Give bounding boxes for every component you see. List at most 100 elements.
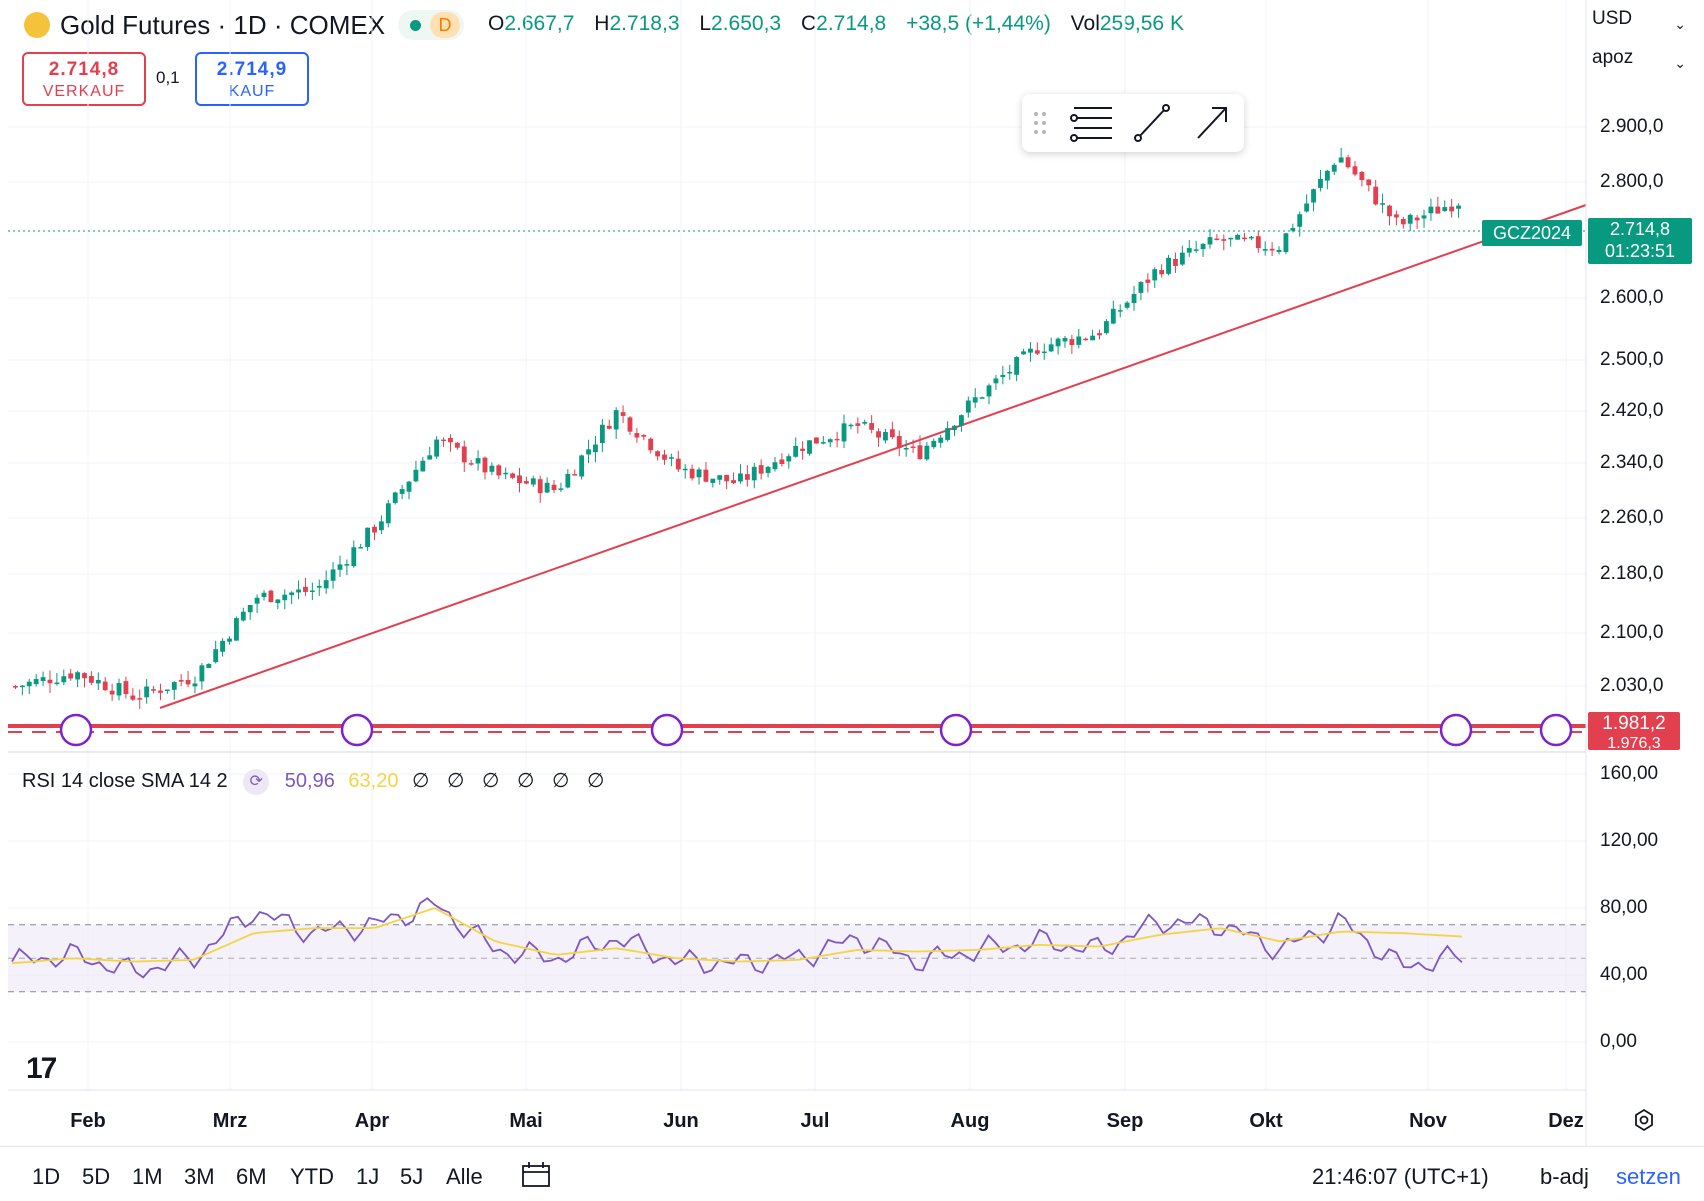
period-button[interactable]: 1M — [132, 1164, 163, 1189]
currency-select[interactable]: USD ⌄ — [1592, 8, 1694, 44]
candle-body — [648, 438, 654, 451]
price-tick: 2.100,0 — [1600, 622, 1664, 643]
candle-body — [1193, 249, 1199, 251]
unit-select[interactable]: apoz ⌄ — [1592, 47, 1694, 83]
clock[interactable]: 21:46:07 (UTC+1) — [1312, 1164, 1489, 1189]
settings-link[interactable]: setzen — [1616, 1164, 1681, 1189]
candle-body — [475, 458, 481, 464]
rsi-tick: 0,00 — [1600, 1031, 1637, 1052]
candle-body — [1297, 214, 1303, 227]
event-marker-1[interactable] — [59, 713, 93, 747]
change-value: +38,5 (+1,44%) — [906, 12, 1051, 35]
candle-body — [634, 433, 640, 438]
period-button[interactable]: 1D — [32, 1164, 61, 1189]
period-button[interactable]: Alle — [446, 1164, 483, 1189]
candlestick-series — [13, 147, 1461, 709]
candle-body — [1290, 228, 1296, 231]
time-tick: Mrz — [212, 1110, 248, 1132]
market-open-dot-icon — [410, 20, 421, 31]
candle-body — [1221, 239, 1227, 241]
candle-body — [938, 437, 944, 443]
period-button[interactable]: 5D — [82, 1164, 111, 1189]
candle-body — [199, 665, 205, 682]
candle-body — [213, 649, 219, 663]
grip-icon[interactable] — [1034, 112, 1046, 134]
sell-button[interactable]: 2.714,8 VERKAUF — [22, 52, 146, 106]
candle-body — [813, 437, 819, 444]
event-marker-4[interactable] — [939, 713, 973, 747]
candle-body — [1242, 237, 1247, 240]
candle-body — [268, 590, 274, 603]
candle-body — [1179, 252, 1185, 265]
alert-price-label[interactable]: 1.981,2 1.976,3 — [1588, 712, 1680, 750]
candle-body — [1062, 337, 1068, 342]
candle-body — [579, 455, 585, 477]
candle-body — [1380, 203, 1386, 205]
candle-body — [986, 385, 992, 397]
candle-body — [358, 547, 364, 549]
candle-body — [461, 446, 467, 463]
event-marker-2[interactable] — [340, 713, 374, 747]
candle-body — [876, 431, 881, 438]
trend-line-icon[interactable] — [1134, 104, 1170, 142]
event-marker-3[interactable] — [650, 713, 684, 747]
candle-body — [1021, 351, 1026, 355]
candle-body — [116, 683, 122, 696]
arrow-icon[interactable] — [1197, 107, 1227, 139]
adjust-toggle[interactable]: b-adj — [1540, 1164, 1589, 1189]
fib-levels-icon[interactable] — [1070, 107, 1112, 142]
candle-body — [855, 423, 861, 426]
candle-body — [1007, 371, 1013, 374]
bottom-toolbar — [0, 1146, 1704, 1201]
candle-body — [558, 488, 564, 490]
period-button[interactable]: YTD — [290, 1164, 334, 1189]
candle-body — [972, 397, 978, 403]
trendline[interactable] — [159, 204, 1587, 709]
candle-body — [724, 474, 730, 482]
candle-body — [1214, 238, 1220, 241]
candle-body — [641, 435, 647, 437]
buy-label: KAUF — [228, 83, 276, 100]
price-tick: 2.900,0 — [1600, 116, 1664, 137]
candle-body — [572, 474, 578, 476]
period-button[interactable]: 5J — [400, 1164, 424, 1189]
buy-button[interactable]: 2.714,9 KAUF — [195, 52, 309, 106]
period-button[interactable]: 1J — [356, 1164, 380, 1189]
candle-body — [1228, 237, 1234, 240]
symbol-title[interactable]: Gold Futures · 1D · COMEX — [60, 10, 386, 40]
refresh-icon[interactable]: ⟳ — [243, 768, 270, 795]
candle-body — [75, 672, 81, 680]
candle-body — [841, 423, 847, 442]
period-button[interactable]: 6M — [236, 1164, 267, 1189]
event-marker-6[interactable] — [1539, 713, 1573, 747]
candle-body — [565, 473, 571, 488]
candle-body — [758, 465, 764, 474]
candle-body — [227, 638, 232, 642]
candle-body — [330, 569, 336, 581]
event-marker-5[interactable] — [1439, 713, 1473, 747]
candle-body — [1428, 206, 1434, 214]
candle-body — [144, 686, 150, 698]
candle-body — [33, 679, 39, 685]
candle-body — [1400, 219, 1406, 225]
candle-body — [1345, 157, 1351, 168]
candle-body — [296, 589, 301, 593]
high-value: 2.718,3 — [609, 12, 680, 35]
currency-value: USD — [1592, 8, 1633, 29]
candle-body — [551, 484, 557, 490]
date-range-icon[interactable] — [520, 1160, 552, 1190]
tradingview-logo[interactable]: 17 — [26, 1052, 57, 1085]
spread-value: 0,1 — [156, 68, 180, 87]
candle-body — [323, 580, 329, 589]
candle-body — [1207, 237, 1213, 245]
candle-body — [586, 449, 591, 455]
rsi-legend[interactable]: RSI 14 close SMA 14 2 ⟳ 50,96 63,20 ∅ ∅ … — [22, 768, 610, 795]
gold-symbol-icon[interactable] — [24, 12, 50, 38]
gear-icon[interactable] — [1632, 1108, 1656, 1132]
period-button[interactable]: 3M — [184, 1164, 215, 1189]
candle-body — [675, 458, 681, 470]
delayed-data-badge[interactable]: D — [430, 12, 460, 38]
chevron-down-icon: ⌄ — [1674, 55, 1686, 71]
chart-canvas[interactable] — [0, 0, 1704, 1146]
candle-body — [537, 479, 543, 494]
